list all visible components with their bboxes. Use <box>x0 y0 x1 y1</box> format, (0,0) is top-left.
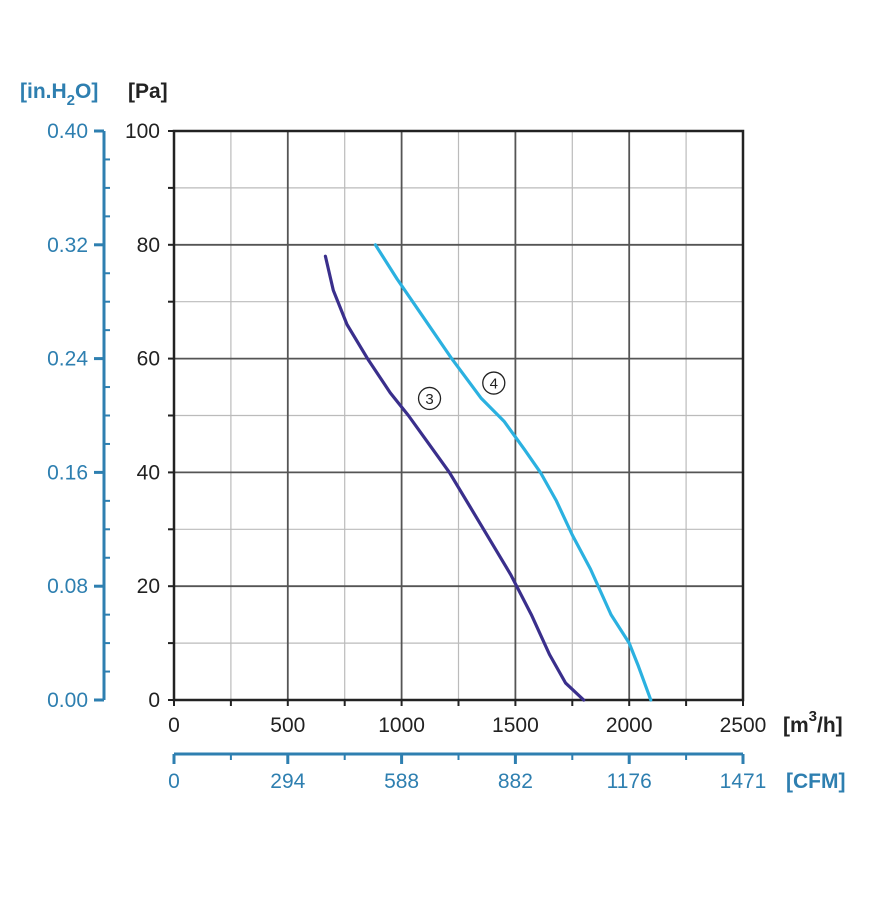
secondary-x-unit-label: [CFM] <box>786 770 845 793</box>
secondary-y-tick-label: 0.08 <box>47 575 88 598</box>
y-tick-label: 20 <box>137 575 160 598</box>
x-tick-label: 0 <box>168 714 180 737</box>
secondary-x-tick-label: 294 <box>270 770 305 793</box>
x-tick-label: 1500 <box>492 714 539 737</box>
x-unit-label: [m3/h] <box>783 708 843 737</box>
secondary-x-tick-label: 0 <box>168 770 180 793</box>
y-tick-label: 80 <box>137 234 160 257</box>
secondary-x-tick-label: 1176 <box>607 770 652 793</box>
secondary-y-tick-label: 0.16 <box>47 461 88 484</box>
secondary-y-tick-label: 0.40 <box>47 120 88 143</box>
y-tick-label: 100 <box>125 120 160 143</box>
secondary-y-unit-label: [in.H2O] <box>20 80 98 109</box>
y-tick-label: 0 <box>148 689 160 712</box>
secondary-x-tick-label: 1471 <box>720 770 767 793</box>
series-line-4 <box>373 243 653 702</box>
x-tick-label: 1000 <box>378 714 425 737</box>
x-tick-label: 2000 <box>606 714 653 737</box>
series-label-4: 4 <box>490 376 498 393</box>
secondary-y-tick-label: 0.00 <box>47 689 88 712</box>
y-tick-label: 60 <box>137 348 160 371</box>
secondary-y-tick-label: 0.24 <box>47 348 88 371</box>
series-label-3: 3 <box>425 391 433 408</box>
series-label-circle-4 <box>482 371 506 395</box>
x-tick-label: 2500 <box>720 714 767 737</box>
y-tick-label: 40 <box>137 461 160 484</box>
secondary-y-tick-label: 0.32 <box>47 234 88 257</box>
y-unit-label: [Pa] <box>128 80 168 103</box>
series-label-circle-3 <box>417 386 442 411</box>
secondary-x-tick-label: 588 <box>384 770 419 793</box>
series-line-3 <box>323 254 586 702</box>
secondary-x-tick-label: 882 <box>498 770 533 793</box>
x-tick-label: 500 <box>270 714 305 737</box>
